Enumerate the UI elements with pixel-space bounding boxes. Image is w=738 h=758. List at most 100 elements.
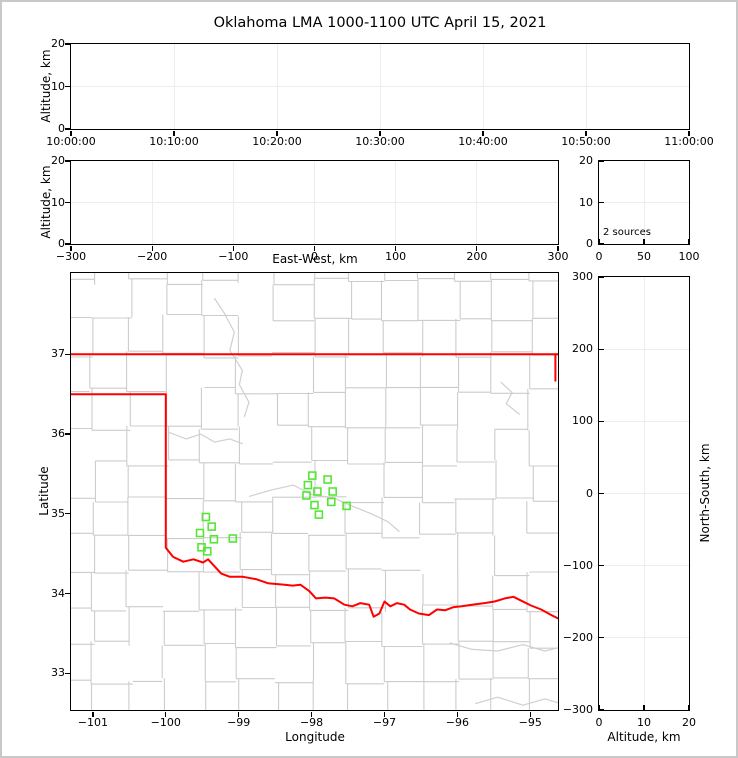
lma-station-marker [323, 475, 332, 484]
x-tick-label: −200 [137, 249, 168, 263]
y-tick-label: 200 [572, 342, 593, 356]
x-tick-mark [476, 245, 478, 251]
y-gridline [599, 565, 689, 567]
state-border-red-river [71, 393, 558, 620]
y-tick-label: 300 [572, 270, 593, 283]
plan-view-map-panel: −101 −100 −99 −98 −97 −96 −95 33 34 35 36 37 [51, 272, 559, 729]
x-tick-mark [585, 130, 587, 136]
x-tick-label: 100 [385, 249, 407, 263]
y-tick-label: 0 [586, 486, 593, 500]
y-tick-label: −200 [562, 630, 593, 644]
y-tick-mark [64, 43, 70, 45]
ew-panel-x-axis-label: East-West, km [272, 252, 358, 266]
lma-station-marker [314, 510, 324, 519]
y-tick-mark [64, 672, 70, 674]
x-tick-mark [482, 130, 484, 136]
x-tick-label: −100 [150, 715, 181, 729]
lma-station-marker [203, 546, 212, 556]
lma-station-marker [207, 522, 216, 531]
river-line [214, 297, 250, 418]
y-tick-mark [64, 433, 70, 435]
y-tick-mark [64, 85, 70, 88]
y-tick-mark [599, 420, 604, 422]
x-tick-label: −98 [299, 715, 324, 729]
x-tick-mark [598, 705, 600, 710]
y-tick-mark [599, 565, 604, 567]
x-tick-label: −100 [218, 249, 249, 263]
time-panel-y-axis-label: Altitude, km [39, 49, 53, 123]
x-tick-label: 0 [595, 249, 603, 263]
map-canvas [71, 273, 558, 710]
source-histogram-panel: 0 50 100 0 10 20 2 sources [579, 154, 700, 263]
x-tick-mark [456, 711, 459, 717]
y-tick-label: 33 [51, 666, 65, 680]
x-tick-mark [557, 245, 559, 251]
y-gridline [71, 86, 689, 87]
x-tick-label: 10 [637, 715, 651, 729]
x-tick-mark [276, 130, 278, 136]
x-tick-mark [151, 245, 153, 251]
y-gridline [599, 493, 689, 494]
y-tick-label: 20 [51, 154, 65, 167]
y-tick-mark [599, 160, 604, 162]
x-tick-label: 200 [466, 249, 488, 263]
y-tick-mark [64, 243, 70, 245]
river-line [249, 484, 400, 532]
x-tick-label: 0 [595, 715, 603, 729]
time-height-panel: 10:00:00 10:10:00 10:20:00 10:30:00 10:40:00… [46, 37, 713, 148]
x-tick-mark [383, 711, 386, 717]
y-gridline [599, 348, 689, 350]
y-tick-mark [599, 492, 604, 495]
ns-panel-x-axis-label: Altitude, km [607, 730, 681, 744]
x-tick-mark [395, 245, 397, 251]
lma-station-marker [328, 487, 338, 496]
x-tick-label: 11:00:00 [664, 134, 714, 148]
x-tick-label: 10:00:00 [46, 134, 96, 148]
x-tick-label: 10:30:00 [355, 134, 405, 148]
figure-title: Oklahoma LMA 1000-1100 UTC April 15, 202… [213, 15, 547, 31]
x-tick-label: 300 [547, 249, 569, 263]
y-tick-mark [599, 348, 604, 350]
x-tick-mark [379, 130, 381, 136]
y-tick-label: 10 [51, 195, 65, 209]
x-tick-mark [688, 130, 690, 136]
x-tick-label: 50 [637, 249, 651, 263]
y-tick-mark [599, 276, 604, 278]
x-tick-mark [598, 239, 600, 244]
ns-panel-right-y-axis-label: North-South, km [698, 443, 712, 543]
y-tick-label: 36 [51, 427, 65, 441]
lma-station-marker [342, 501, 351, 511]
y-tick-label: 20 [51, 37, 65, 50]
map-y-axis-label: Latitude [37, 466, 51, 516]
y-tick-label: 100 [572, 414, 593, 428]
x-tick-label: −300 [55, 249, 87, 263]
north-south-height-panel: 0 10 20 −300 −200 −100 0 100 200 300 [563, 270, 696, 729]
lma-station-marker [326, 497, 336, 507]
x-tick-label: −97 [372, 715, 397, 729]
river-line [475, 696, 558, 706]
lma-station-marker [313, 487, 322, 496]
x-tick-label: −96 [445, 715, 469, 729]
x-tick-label: −99 [227, 715, 251, 729]
lma-station-marker [308, 471, 317, 480]
lma-station-marker [209, 534, 219, 544]
x-tick-mark [70, 130, 72, 136]
x-tick-mark [313, 245, 316, 251]
x-tick-mark [238, 711, 240, 717]
x-tick-label: −95 [518, 715, 542, 729]
y-tick-mark [599, 243, 604, 245]
y-tick-mark [599, 201, 604, 204]
y-tick-mark [64, 160, 70, 162]
x-tick-mark [688, 705, 690, 710]
y-gridline [599, 202, 689, 203]
x-tick-label: 10:20:00 [252, 134, 302, 148]
y-tick-label: −100 [562, 558, 593, 572]
x-tick-label: 10:40:00 [458, 134, 508, 148]
source-count-annotation: 2 sources [603, 227, 651, 238]
y-tick-label: 34 [51, 586, 65, 600]
x-tick-label: −101 [77, 715, 108, 729]
x-tick-mark [643, 239, 645, 244]
y-tick-mark [64, 513, 70, 515]
x-tick-mark [310, 711, 313, 717]
